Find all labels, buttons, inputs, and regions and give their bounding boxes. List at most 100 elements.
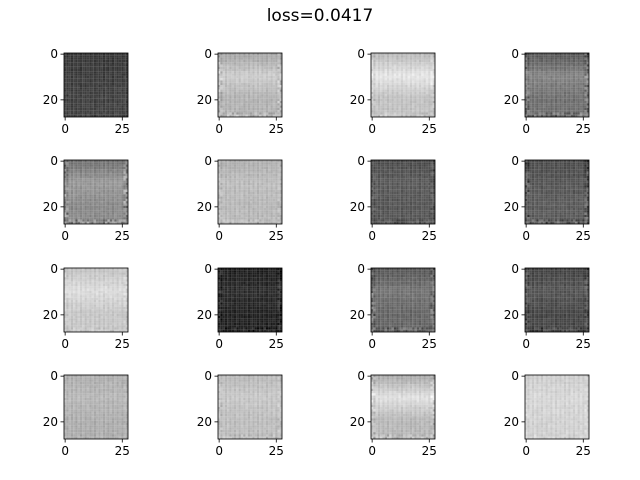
panel-svg: 0 25 0 20 — [350, 47, 437, 136]
axes-frame — [63, 374, 129, 440]
x-tick-label: 0 — [368, 229, 376, 243]
x-tick-label: 0 — [215, 122, 223, 136]
y-tick-label: 20 — [504, 308, 519, 322]
axes-frame — [370, 267, 436, 333]
y-tick-label: 0 — [511, 262, 519, 276]
image-panel-13: 0 25 0 20 — [30, 367, 150, 467]
image-panel-16: 0 25 0 20 — [491, 367, 611, 467]
x-tick-label: 0 — [368, 444, 376, 458]
image-panel-7: 0 25 0 20 — [337, 152, 457, 252]
x-tick-label: 0 — [215, 229, 223, 243]
y-tick-label: 0 — [50, 262, 58, 276]
x-tick-label: 0 — [522, 229, 530, 243]
y-tick-label: 20 — [350, 308, 365, 322]
image-panel-8: 0 25 0 20 — [491, 152, 611, 252]
axes-frame — [217, 52, 283, 118]
y-tick-label: 20 — [350, 200, 365, 214]
panel-svg: 0 25 0 20 — [197, 369, 284, 458]
x-tick-label: 25 — [269, 337, 284, 351]
x-tick-label: 0 — [522, 122, 530, 136]
x-tick-label: 25 — [115, 122, 130, 136]
panel-svg: 0 25 0 20 — [43, 47, 130, 136]
panel-svg: 0 25 0 20 — [504, 154, 591, 243]
y-tick-label: 20 — [197, 308, 212, 322]
y-tick-label: 0 — [511, 369, 519, 383]
x-tick-label: 25 — [115, 229, 130, 243]
image-pixels — [64, 160, 129, 225]
axes-frame — [217, 267, 283, 333]
x-tick-label: 0 — [215, 337, 223, 351]
image-pixels — [371, 53, 436, 118]
axes-frame — [524, 52, 590, 118]
image-panel-9: 0 25 0 20 — [30, 260, 150, 360]
y-tick-label: 0 — [357, 47, 365, 61]
panel-svg: 0 25 0 20 — [350, 369, 437, 458]
panel-svg: 0 25 0 20 — [43, 262, 130, 351]
y-tick-label: 0 — [357, 262, 365, 276]
image-pixels — [525, 53, 590, 118]
x-tick-label: 25 — [269, 122, 284, 136]
image-panel-3: 0 25 0 20 — [337, 45, 457, 145]
y-tick-label: 0 — [50, 47, 58, 61]
image-panel-12: 0 25 0 20 — [491, 260, 611, 360]
image-pixels — [371, 268, 436, 333]
image-pixels — [218, 375, 283, 440]
x-tick-label: 0 — [61, 337, 69, 351]
panel-svg: 0 25 0 20 — [43, 154, 130, 243]
image-pixels — [525, 268, 590, 333]
axes-frame — [63, 52, 129, 118]
y-tick-label: 20 — [43, 415, 58, 429]
y-tick-label: 0 — [357, 154, 365, 168]
x-tick-label: 25 — [422, 444, 437, 458]
image-panel-4: 0 25 0 20 — [491, 45, 611, 145]
y-tick-label: 20 — [197, 415, 212, 429]
x-tick-label: 0 — [368, 337, 376, 351]
image-pixels — [64, 53, 129, 118]
image-pixels — [371, 375, 436, 440]
panel-svg: 0 25 0 20 — [504, 369, 591, 458]
image-panel-11: 0 25 0 20 — [337, 260, 457, 360]
image-pixels — [218, 160, 283, 225]
axes-frame — [217, 159, 283, 225]
y-tick-label: 20 — [504, 200, 519, 214]
x-tick-label: 0 — [61, 444, 69, 458]
image-pixels — [371, 160, 436, 225]
x-tick-label: 25 — [576, 337, 591, 351]
x-tick-label: 25 — [115, 337, 130, 351]
panel-svg: 0 25 0 20 — [43, 369, 130, 458]
y-tick-label: 0 — [50, 369, 58, 383]
image-pixels — [525, 375, 590, 440]
x-tick-label: 0 — [522, 444, 530, 458]
axes-frame — [524, 159, 590, 225]
x-tick-label: 0 — [61, 229, 69, 243]
x-tick-label: 25 — [576, 444, 591, 458]
x-tick-label: 0 — [215, 444, 223, 458]
y-tick-label: 20 — [43, 200, 58, 214]
panel-svg: 0 25 0 20 — [504, 47, 591, 136]
y-tick-label: 20 — [43, 308, 58, 322]
image-panel-1: 0 25 0 20 — [30, 45, 150, 145]
axes-frame — [524, 267, 590, 333]
x-tick-label: 0 — [522, 337, 530, 351]
image-pixels — [64, 375, 129, 440]
image-panel-5: 0 25 0 20 — [30, 152, 150, 252]
y-tick-label: 20 — [504, 93, 519, 107]
panel-svg: 0 25 0 20 — [197, 262, 284, 351]
axes-frame — [524, 374, 590, 440]
image-pixels — [218, 53, 283, 118]
x-tick-label: 25 — [576, 122, 591, 136]
image-panel-2: 0 25 0 20 — [184, 45, 304, 145]
image-panel-15: 0 25 0 20 — [337, 367, 457, 467]
y-tick-label: 0 — [357, 369, 365, 383]
x-tick-label: 25 — [422, 337, 437, 351]
axes-frame — [370, 159, 436, 225]
y-tick-label: 0 — [204, 262, 212, 276]
x-tick-label: 25 — [269, 444, 284, 458]
x-tick-label: 25 — [422, 122, 437, 136]
panel-svg: 0 25 0 20 — [350, 262, 437, 351]
y-tick-label: 0 — [204, 47, 212, 61]
x-tick-label: 25 — [115, 444, 130, 458]
y-tick-label: 20 — [350, 93, 365, 107]
axes-frame — [370, 52, 436, 118]
panel-svg: 0 25 0 20 — [350, 154, 437, 243]
